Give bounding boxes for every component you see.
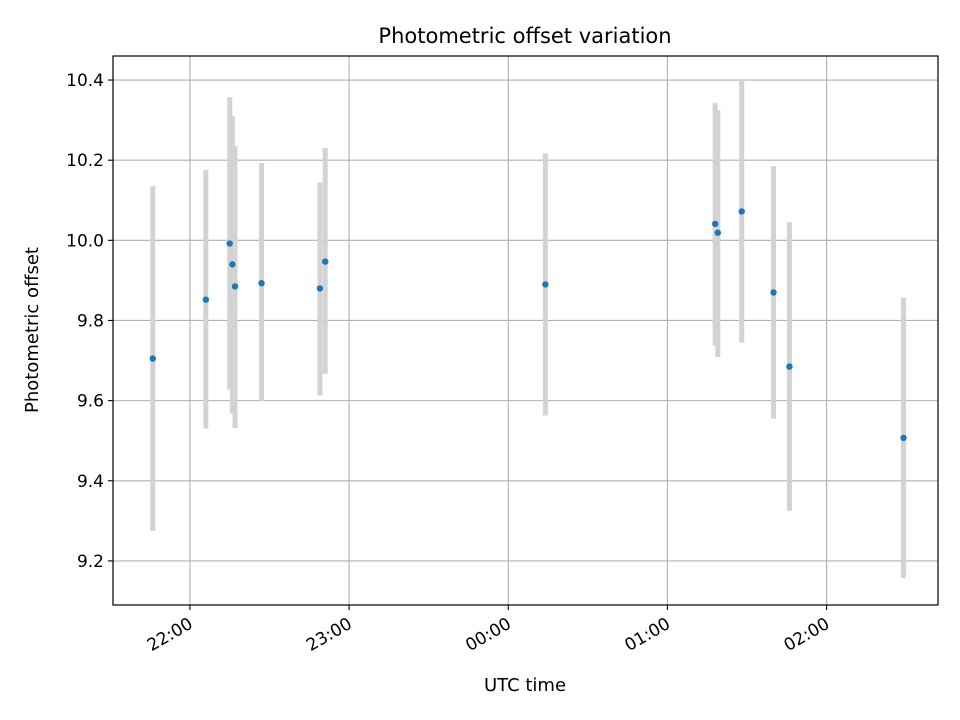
data-point xyxy=(786,363,793,370)
data-point xyxy=(316,285,324,292)
grid-lines xyxy=(113,56,938,605)
plot-frame xyxy=(112,55,939,606)
x-axis-label: UTC time xyxy=(484,675,566,696)
data-point xyxy=(202,296,210,303)
data-points xyxy=(149,208,907,442)
plot-background xyxy=(113,56,938,605)
data-point xyxy=(738,208,745,215)
data-point xyxy=(258,280,265,287)
data-point xyxy=(542,281,549,288)
data-point xyxy=(229,261,236,268)
data-point xyxy=(900,434,907,442)
y-axis: 9.2 9.4 9.6 9.8 10.0 10.2 10.4 xyxy=(66,71,113,572)
data-point xyxy=(231,283,239,290)
y-tick-label: 10.4 xyxy=(66,71,104,91)
y-tick-label: 9.4 xyxy=(77,472,104,492)
y-tick-label: 10.2 xyxy=(66,151,104,171)
data-point xyxy=(711,220,719,228)
y-tick-label: 9.6 xyxy=(77,392,104,412)
data-point xyxy=(322,258,329,265)
chart-title: Photometric offset variation xyxy=(378,24,671,48)
y-tick-label: 9.2 xyxy=(77,552,104,572)
y-axis-label: Photometric offset xyxy=(22,247,43,413)
data-point xyxy=(226,240,233,247)
y-tick-label: 9.8 xyxy=(77,311,104,331)
y-tick-label: 10.0 xyxy=(66,231,104,251)
data-point xyxy=(770,289,777,296)
data-point xyxy=(149,355,156,362)
data-point xyxy=(714,229,722,236)
